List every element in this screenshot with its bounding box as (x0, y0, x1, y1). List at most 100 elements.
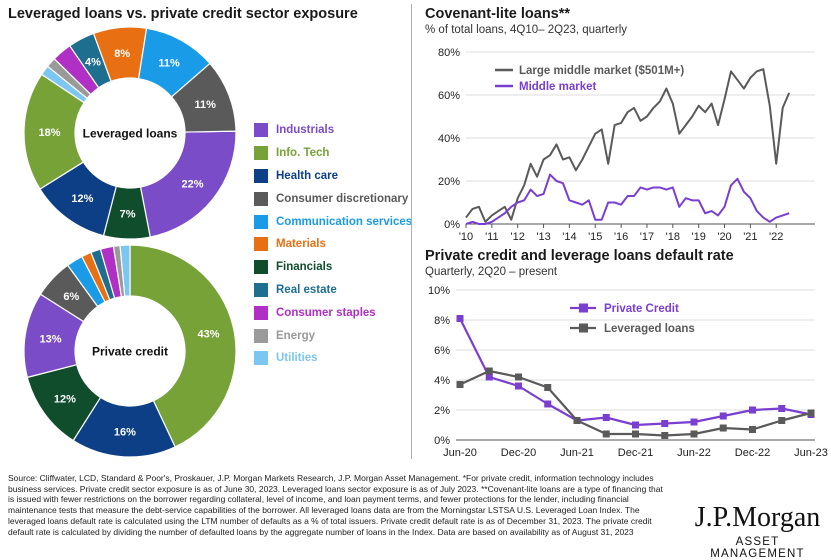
covlite-line-chart: 0% 20% 40% 60% 80% '10 '11 '12 '13 '14 '15 '16 '17 '1… (438, 47, 815, 243)
x-tick-label: '19 (691, 231, 705, 243)
data-point (661, 420, 669, 427)
legend-label: Info. Tech (276, 147, 330, 160)
x-tick-label: Dec-20 (501, 447, 536, 459)
data-point (690, 430, 698, 438)
left-chart-title: Leveraged loans vs. private credit secto… (8, 6, 358, 22)
legend-label: Private Credit (604, 303, 679, 315)
slice-label: 7% (120, 208, 136, 220)
vertical-divider (411, 4, 412, 459)
x-tick-label: Jun-20 (443, 447, 477, 459)
data-point (632, 430, 639, 438)
logo-wordmark: J.P.Morgan (694, 502, 821, 533)
data-point (515, 382, 522, 390)
logo-subtitle: ASSET MANAGEMENT (710, 536, 805, 560)
data-point (778, 417, 786, 424)
data-point (719, 424, 727, 432)
slice-label: 22% (182, 179, 204, 191)
legend-item: Energy (254, 324, 412, 347)
slice-label: 12% (54, 393, 76, 405)
data-point (690, 418, 698, 426)
donut-center-label: Private credit (92, 345, 168, 359)
legend-label: Consumer discretionary (276, 192, 409, 205)
data-point (749, 426, 756, 433)
slice-label: 16% (114, 426, 136, 438)
slice-label: 11% (194, 99, 216, 111)
data-point (778, 405, 786, 412)
y-tick-label: 80% (438, 47, 460, 59)
x-tick-label: '13 (536, 231, 550, 243)
x-tick-label: Jun-22 (677, 447, 711, 459)
y-tick-label: 2% (434, 405, 450, 417)
series-line (465, 68, 791, 223)
slice-label: 4% (85, 57, 101, 69)
y-tick-label: 10% (428, 285, 450, 297)
legend-label: Industrials (276, 124, 335, 137)
legend-swatch (254, 351, 268, 366)
legend-label: Energy (276, 329, 315, 342)
data-point (719, 412, 727, 420)
donut-center-label: Leveraged loans (83, 127, 178, 141)
donut-slice (129, 244, 237, 448)
slice-label: 13% (39, 333, 61, 345)
data-point (485, 367, 493, 375)
data-point (632, 421, 639, 429)
legend-swatch (254, 305, 268, 320)
slice-label: 43% (198, 328, 220, 340)
donut-leveraged-loans: 22% 7% 12% 18% 4% 8% 11% 11% Leveraged loans (23, 26, 237, 240)
donut-slice (170, 62, 237, 133)
jpmorgan-logo: J.P.Morgan ASSET MANAGEMENT (690, 503, 825, 560)
legend-label: Communication services (276, 215, 413, 228)
legend-item: Real estate (254, 279, 412, 302)
legend-label: Leveraged loans (604, 323, 695, 335)
y-tick-label: 6% (434, 345, 450, 357)
data-point (515, 373, 522, 381)
slice-label: 18% (38, 127, 60, 139)
x-tick-label: '20 (717, 231, 731, 243)
data-point (749, 406, 756, 414)
data-point (573, 417, 581, 424)
slice-label: 11% (158, 58, 180, 70)
data-point (485, 373, 493, 381)
y-tick-label: 0% (444, 219, 460, 231)
slice-label: 6% (63, 291, 79, 303)
donut-slice (139, 130, 237, 238)
legend-item: Communication services (254, 210, 412, 233)
x-tick-label: '10 (459, 231, 473, 243)
data-point (661, 432, 669, 439)
x-tick-label: Dec-22 (735, 447, 770, 459)
x-tick-label: '14 (562, 231, 576, 243)
slice-label: 8% (114, 48, 130, 60)
x-tick-label: '22 (769, 231, 783, 243)
series-line (465, 173, 790, 225)
slice-label: 12% (71, 193, 93, 205)
data-point (602, 414, 610, 421)
legend-label: Large middle market ($501M+) (519, 65, 684, 77)
legend-item: Consumer discretionary (254, 187, 412, 210)
legend-label: Financials (276, 261, 333, 274)
legend-label: Middle market (519, 81, 596, 93)
data-point (807, 409, 815, 417)
legend-swatch (254, 191, 268, 206)
legend-item: Materials (254, 233, 412, 256)
x-tick-label: Dec-21 (618, 447, 653, 459)
y-tick-label: 20% (438, 176, 460, 188)
legend-item: Consumer staples (254, 301, 412, 324)
source-footnote: Source: Cliffwater, LCD, Standard & Poor… (8, 473, 663, 537)
x-tick-label: '11 (485, 231, 499, 243)
legend-marker (579, 303, 588, 313)
legend-swatch (254, 282, 268, 297)
legend-item: Financials (254, 256, 412, 279)
legend-swatch (254, 123, 268, 138)
legend-marker (579, 323, 588, 333)
donut-slice (119, 244, 131, 297)
legend-item: Utilities (254, 347, 412, 370)
x-tick-label: '18 (666, 231, 680, 243)
legend-swatch (254, 328, 268, 343)
x-tick-label: Jun-21 (560, 447, 594, 459)
data-point (456, 315, 464, 322)
legend-item: Info. Tech (254, 142, 412, 165)
legend-label: Materials (276, 238, 326, 251)
y-tick-label: 8% (434, 315, 450, 327)
y-tick-label: 4% (434, 375, 450, 387)
legend-label: Real estate (276, 283, 337, 296)
